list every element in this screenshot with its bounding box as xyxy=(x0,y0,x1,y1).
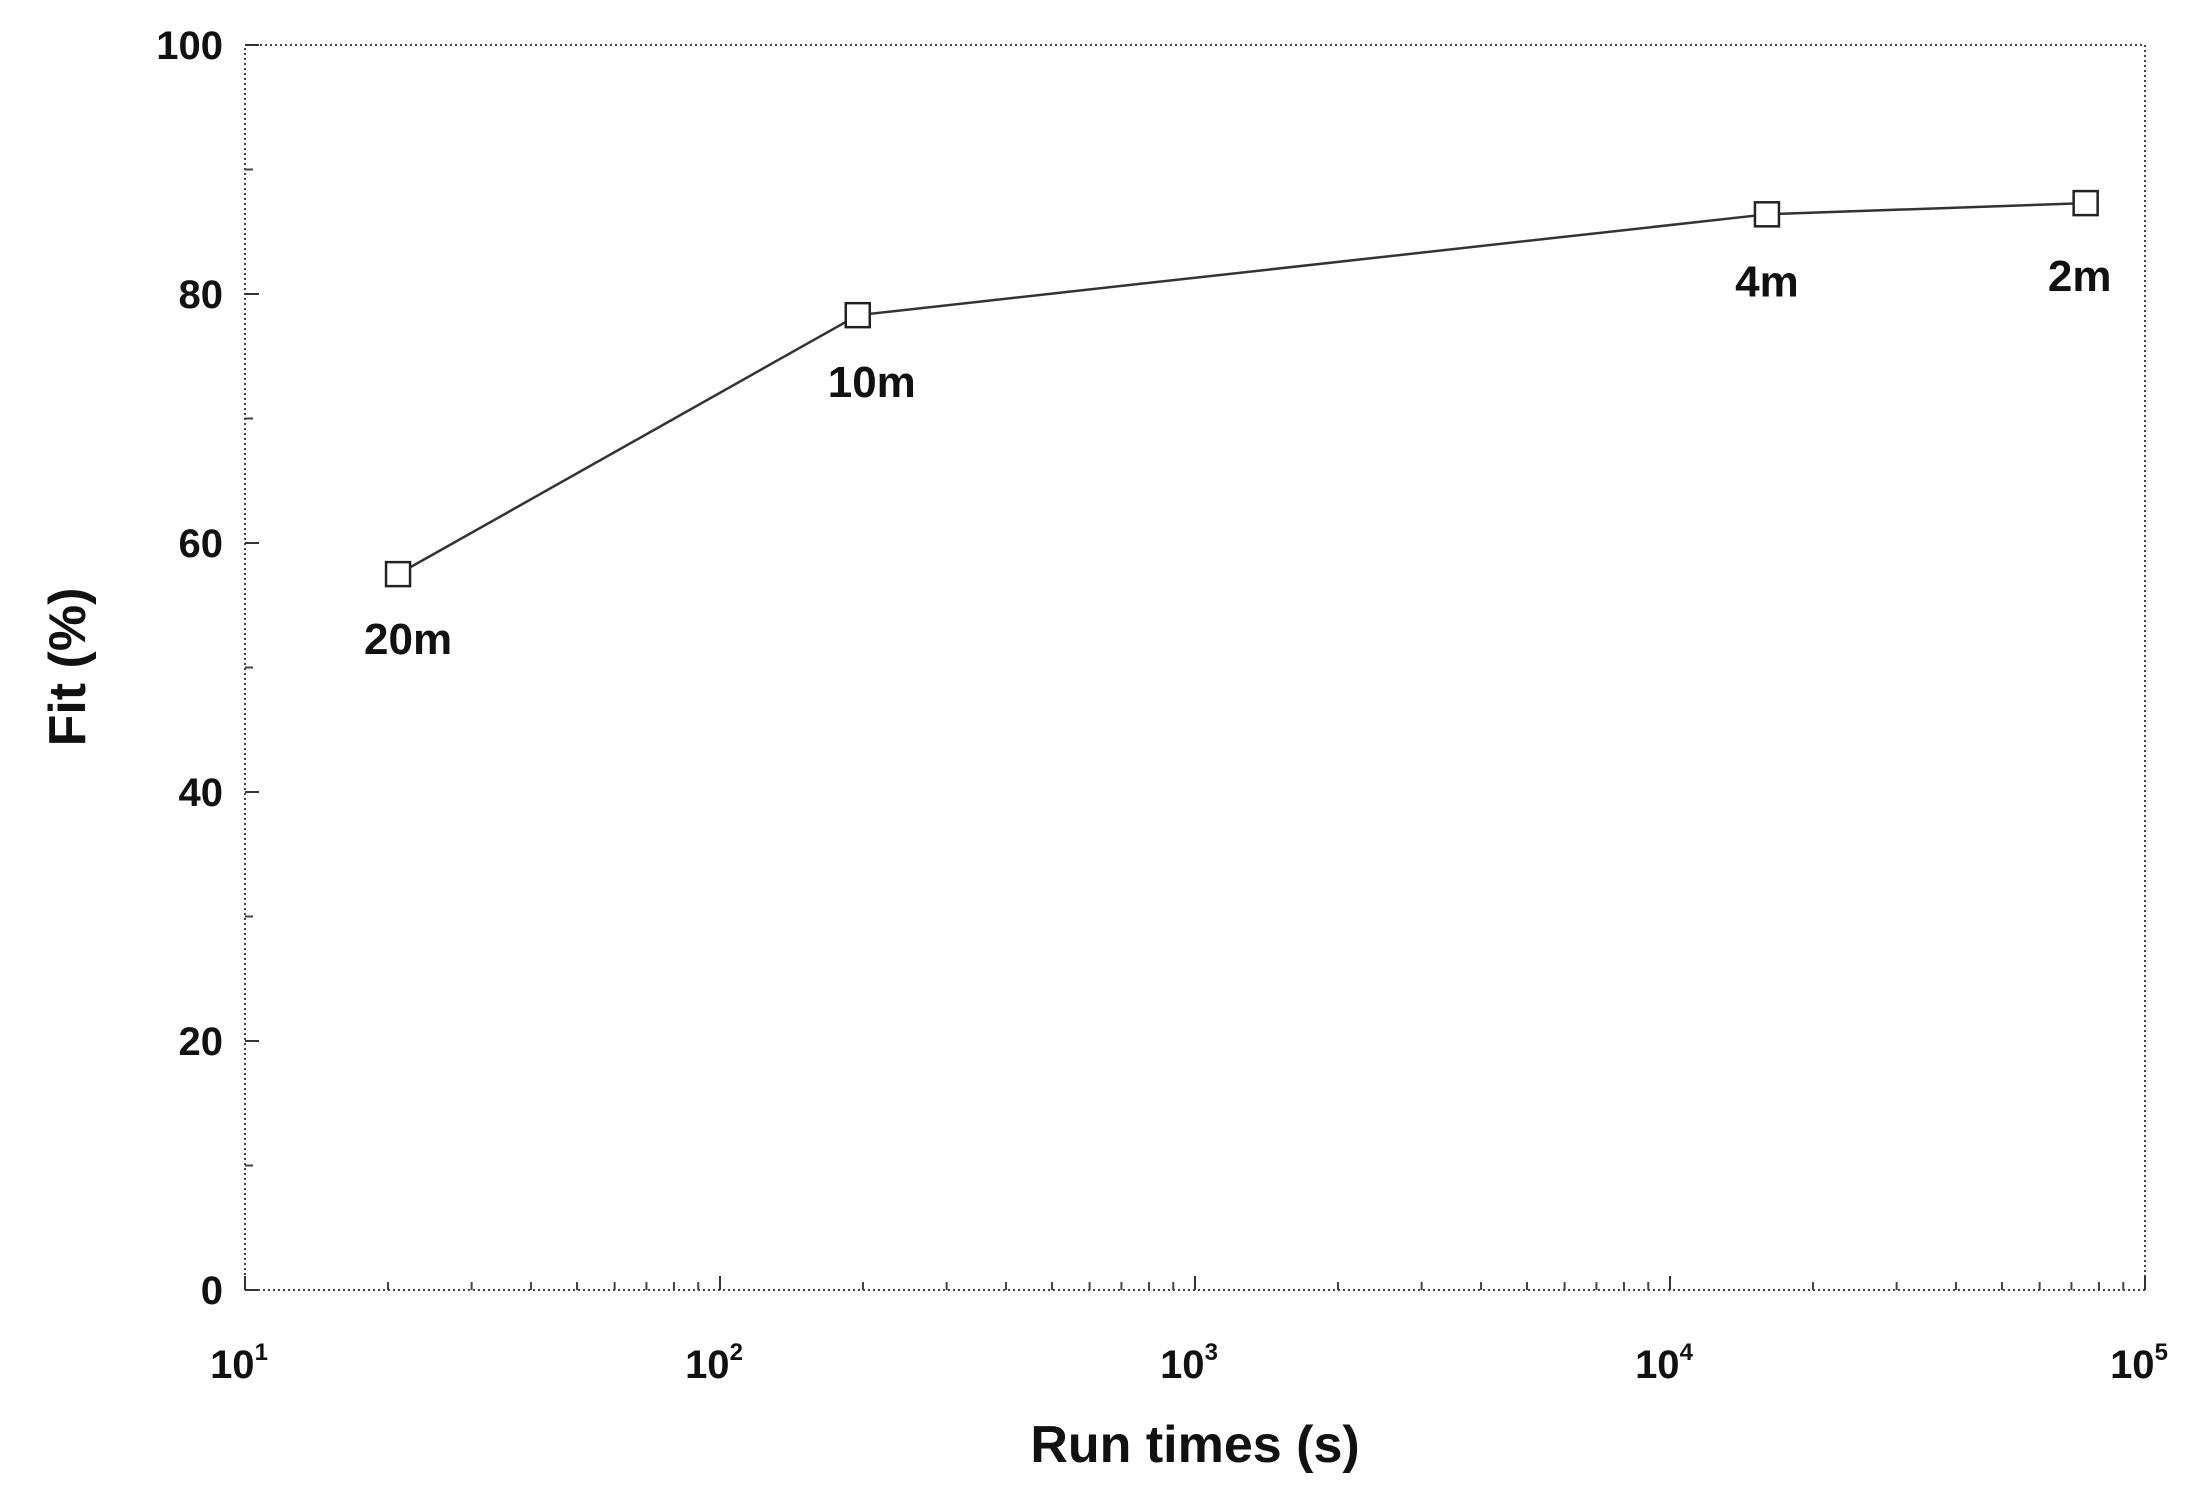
plot-area-frame xyxy=(244,44,2146,1291)
x-axis-ticks: 101 102 103 104 105 xyxy=(210,1276,2168,1387)
y-tick-label: 100 xyxy=(156,24,223,68)
data-point-marker xyxy=(844,301,872,329)
y-tick-label: 0 xyxy=(201,1269,223,1313)
x-axis-title: Run times (s) xyxy=(1030,1416,1359,1474)
x-tick-label: 105 xyxy=(2110,1339,2168,1387)
data-point-label: 2m xyxy=(2048,252,2112,301)
data-point-label: 10m xyxy=(828,358,916,407)
data-point-marker xyxy=(384,560,412,588)
minor-ticks xyxy=(245,168,2125,1290)
x-tick-label: 103 xyxy=(1160,1339,1218,1387)
x-tick-label: 102 xyxy=(685,1339,743,1387)
x-tick-exponent: 4 xyxy=(1680,1339,1694,1366)
data-series: 20m 10m 4m 2m xyxy=(364,189,2112,664)
data-point-label: 4m xyxy=(1735,257,1799,306)
y-axis-title: Fit (%) xyxy=(39,588,97,747)
data-point-marker xyxy=(2072,189,2099,217)
series-line xyxy=(397,201,2086,576)
y-axis-ticks: 0 20 40 60 80 100 xyxy=(156,24,259,1313)
x-tick-exponent: 3 xyxy=(1205,1339,1218,1366)
x-tick-exponent: 1 xyxy=(255,1339,268,1366)
data-point-marker xyxy=(1753,201,1781,228)
data-point-label: 20m xyxy=(364,615,452,664)
x-tick-label: 101 xyxy=(210,1339,268,1387)
y-tick-label: 40 xyxy=(179,771,224,815)
y-tick-label: 20 xyxy=(179,1020,224,1064)
y-tick-label: 80 xyxy=(179,273,224,317)
x-tick-label: 104 xyxy=(1635,1339,1694,1387)
x-tick-exponent: 2 xyxy=(730,1339,743,1366)
x-tick-exponent: 5 xyxy=(2155,1339,2168,1366)
y-tick-label: 60 xyxy=(179,522,224,566)
